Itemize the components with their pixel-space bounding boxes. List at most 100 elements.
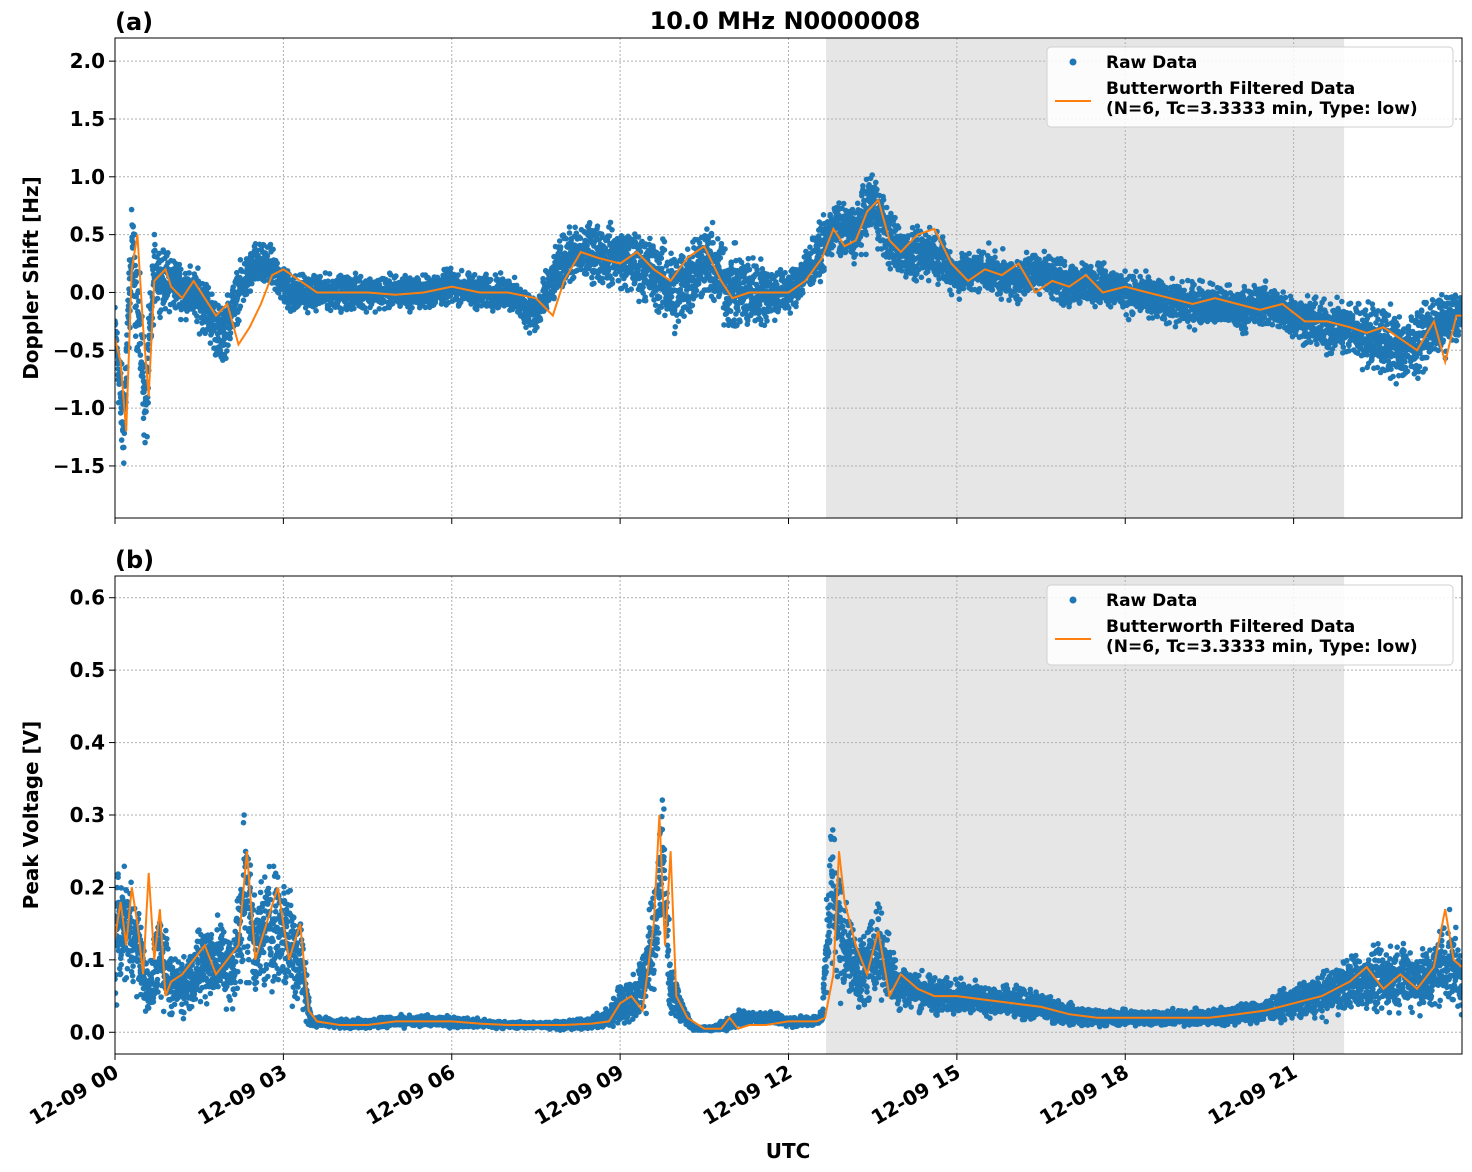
raw-data-point bbox=[829, 252, 835, 258]
raw-data-point bbox=[685, 246, 691, 252]
raw-data-point bbox=[600, 280, 606, 286]
raw-data-point bbox=[758, 256, 764, 262]
raw-data-point bbox=[274, 260, 280, 266]
raw-data-point bbox=[584, 271, 590, 277]
raw-data-point bbox=[591, 281, 597, 287]
raw-data-point bbox=[940, 234, 946, 240]
raw-data-point bbox=[793, 300, 799, 306]
raw-data-point bbox=[957, 296, 963, 302]
raw-data-point bbox=[818, 279, 824, 285]
raw-data-point bbox=[788, 310, 794, 316]
raw-data-point bbox=[567, 230, 573, 236]
raw-data-point bbox=[488, 277, 494, 283]
raw-data-point bbox=[643, 298, 649, 304]
raw-data-point bbox=[358, 274, 364, 280]
raw-data-point bbox=[608, 220, 614, 226]
raw-data-point bbox=[563, 236, 569, 242]
raw-data-point bbox=[459, 268, 465, 274]
raw-data-point bbox=[241, 298, 247, 304]
raw-data-point bbox=[869, 172, 875, 178]
raw-data-point bbox=[800, 290, 806, 296]
raw-data-point bbox=[722, 246, 728, 252]
raw-data-point bbox=[610, 281, 616, 287]
raw-data-point bbox=[853, 252, 859, 258]
raw-data-point bbox=[673, 324, 679, 330]
raw-data-point bbox=[694, 288, 700, 294]
raw-data-point bbox=[757, 302, 763, 308]
raw-data-point bbox=[919, 275, 925, 281]
panel-doppler-shift: −1.5−1.0−0.50.00.51.01.52.0(a)Doppler Sh… bbox=[19, 8, 1465, 524]
raw-data-point bbox=[167, 309, 173, 315]
raw-data-point bbox=[177, 271, 183, 277]
raw-data-point bbox=[472, 272, 478, 278]
raw-data-point bbox=[238, 257, 244, 263]
raw-data-point bbox=[195, 265, 201, 271]
raw-data-point bbox=[888, 266, 894, 272]
raw-data-point bbox=[896, 225, 902, 231]
raw-data-point bbox=[710, 240, 716, 246]
raw-data-point bbox=[223, 356, 229, 362]
raw-data-point bbox=[129, 207, 135, 213]
raw-data-point bbox=[714, 279, 720, 285]
raw-data-point bbox=[662, 247, 668, 253]
raw-data-point bbox=[157, 315, 163, 321]
raw-data-point bbox=[313, 308, 319, 314]
raw-data-point bbox=[874, 187, 880, 193]
raw-data-point bbox=[750, 255, 756, 261]
raw-data-point bbox=[589, 275, 595, 281]
raw-data-point bbox=[133, 279, 139, 285]
raw-data-point bbox=[377, 306, 383, 312]
raw-data-point bbox=[899, 268, 905, 274]
raw-data-point bbox=[490, 308, 496, 314]
raw-data-point bbox=[145, 400, 151, 406]
raw-data-point bbox=[238, 304, 244, 310]
raw-data-point bbox=[855, 201, 861, 207]
raw-data-point bbox=[881, 197, 887, 203]
raw-data-point bbox=[772, 318, 778, 324]
raw-data-point bbox=[118, 410, 124, 416]
raw-data-point bbox=[949, 292, 955, 298]
raw-data-point bbox=[165, 250, 171, 256]
raw-data-point bbox=[119, 437, 125, 443]
raw-data-point bbox=[831, 243, 837, 249]
raw-data-point bbox=[567, 224, 573, 230]
raw-data-point bbox=[409, 305, 415, 311]
raw-data-point bbox=[512, 275, 518, 281]
raw-data-point bbox=[710, 220, 716, 226]
raw-data-point bbox=[448, 266, 454, 272]
raw-data-point bbox=[636, 234, 642, 240]
raw-data-point bbox=[155, 296, 161, 302]
raw-data-point bbox=[143, 409, 149, 415]
raw-data-point bbox=[178, 267, 184, 273]
raw-data-point bbox=[571, 275, 577, 281]
raw-data-point bbox=[947, 249, 953, 255]
raw-data-point bbox=[224, 348, 230, 354]
raw-data-point bbox=[483, 272, 489, 278]
raw-data-point bbox=[144, 434, 150, 440]
raw-data-point bbox=[558, 244, 564, 250]
raw-data-point bbox=[538, 317, 544, 323]
raw-data-point bbox=[764, 318, 770, 324]
raw-data-point bbox=[187, 263, 193, 269]
raw-data-point bbox=[704, 226, 710, 232]
raw-data-point bbox=[595, 223, 601, 229]
raw-data-point bbox=[662, 239, 668, 245]
raw-data-point bbox=[892, 215, 898, 221]
raw-data-point bbox=[121, 460, 127, 466]
raw-data-point bbox=[657, 295, 663, 301]
raw-data-point bbox=[305, 310, 311, 316]
raw-data-point bbox=[327, 271, 333, 277]
raw-data-point bbox=[236, 318, 242, 324]
raw-data-point bbox=[636, 299, 642, 305]
figure-title: 10.0 MHz N0000008 bbox=[650, 7, 921, 35]
raw-data-point bbox=[208, 340, 214, 346]
raw-data-point bbox=[662, 313, 668, 319]
raw-data-point bbox=[914, 278, 920, 284]
raw-data-point bbox=[317, 274, 323, 280]
raw-data-point bbox=[735, 308, 741, 314]
raw-data-point bbox=[587, 220, 593, 226]
raw-data-point bbox=[841, 201, 847, 207]
raw-data-point bbox=[873, 180, 879, 186]
raw-data-point bbox=[178, 317, 184, 323]
